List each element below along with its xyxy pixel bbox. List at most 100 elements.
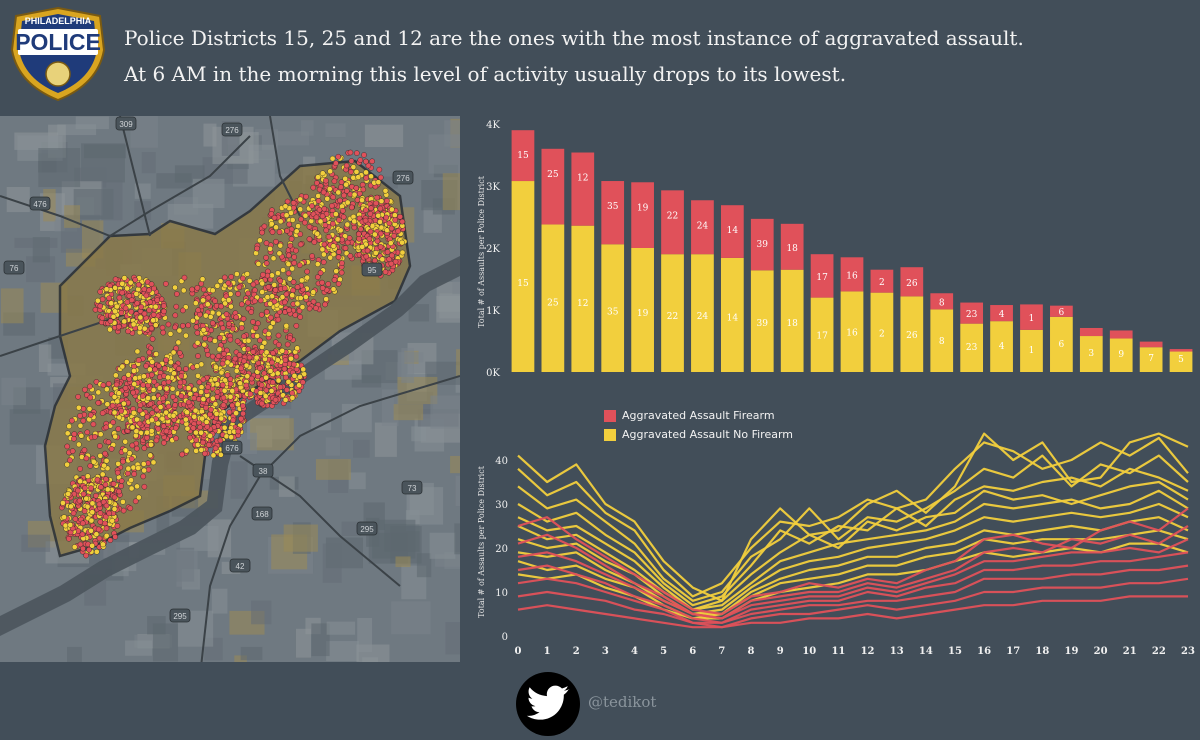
incident-dot <box>137 402 144 409</box>
incident-dot <box>114 469 121 476</box>
map-tract <box>295 628 312 658</box>
incident-dot <box>389 252 395 259</box>
incident-dot <box>119 280 126 287</box>
twitter-icon-circle[interactable] <box>516 672 580 736</box>
incident-dot <box>257 365 263 372</box>
incident-dot <box>193 437 200 443</box>
incident-dot <box>374 194 380 201</box>
incident-dot <box>176 327 183 334</box>
philadelphia-assault-map[interactable]: 309 276 476 276 95 76 676 38 73 168 295 42 295 <box>0 116 460 662</box>
incident-dot <box>64 461 70 468</box>
line-series-no-firearm <box>517 467 1189 607</box>
incident-dot <box>342 175 349 182</box>
incident-dot <box>83 552 89 559</box>
incident-dot <box>191 395 197 401</box>
incident-dot <box>299 304 306 310</box>
headline-line-2: At 6 AM in the morning this level of act… <box>124 62 847 86</box>
incident-dot <box>155 420 161 427</box>
incident-dot <box>324 195 331 202</box>
map-tract <box>395 556 411 568</box>
incident-dot <box>94 476 101 483</box>
incident-dot <box>363 253 370 260</box>
incident-dot <box>254 245 260 252</box>
incident-dot <box>364 247 371 254</box>
route-shield-label: 76 <box>10 264 19 273</box>
line-series-firearm <box>517 595 1188 629</box>
incident-dot <box>153 437 160 444</box>
incident-dot <box>353 169 360 175</box>
incident-dot <box>321 206 328 212</box>
incident-dot <box>375 212 382 219</box>
bar-label-firearm: 15 <box>517 151 529 161</box>
incident-dot <box>350 164 357 170</box>
incident-dot <box>135 281 142 288</box>
incident-dot <box>342 245 349 251</box>
incident-dot <box>137 324 143 331</box>
incident-dot <box>275 316 282 323</box>
incident-dot <box>111 394 118 400</box>
incident-dot <box>232 355 239 362</box>
incident-dot <box>227 393 234 400</box>
legend-swatch-firearm <box>604 409 616 422</box>
line-x-tick-label: 20 <box>1094 646 1108 657</box>
bar-label-firearm: 18 <box>786 244 798 254</box>
incident-dot <box>330 194 336 200</box>
incident-dot <box>330 286 337 292</box>
bar-segment-firearm <box>631 182 654 248</box>
incident-dot <box>303 294 309 300</box>
route-shield-label: 42 <box>236 562 245 571</box>
incident-dot <box>258 400 265 407</box>
incident-dot <box>185 385 192 391</box>
incident-dot <box>149 417 155 423</box>
line-x-tick-label: 22 <box>1152 646 1166 657</box>
incident-dot <box>284 387 290 393</box>
incident-dot <box>291 373 298 379</box>
incident-dot <box>397 213 403 220</box>
incident-dot <box>285 379 292 385</box>
incident-dot <box>360 186 367 193</box>
incident-dot <box>128 309 135 315</box>
incident-dot <box>181 274 188 281</box>
line-x-tick-label: 1 <box>544 646 551 657</box>
incident-dot <box>83 455 90 462</box>
incident-dot <box>245 299 251 306</box>
incident-dot <box>319 213 326 220</box>
incident-dot <box>295 223 301 229</box>
incident-dot <box>274 370 281 377</box>
incident-dot <box>212 338 218 344</box>
incident-dot <box>185 322 191 329</box>
map-tract <box>0 288 24 324</box>
route-shield-label: 295 <box>360 525 374 534</box>
legend-item-firearm[interactable]: Aggravated Assault Firearm <box>604 406 793 425</box>
incident-dot <box>165 374 171 381</box>
incident-dot <box>203 419 210 425</box>
map-tract <box>325 437 341 456</box>
incident-dot <box>178 393 185 399</box>
incident-dot <box>69 417 75 424</box>
incident-dot <box>195 307 202 314</box>
incident-dot <box>95 297 101 304</box>
incident-dot <box>276 250 283 257</box>
incident-dot <box>350 174 357 181</box>
incident-dot <box>205 352 211 358</box>
incident-dot <box>106 295 112 302</box>
incident-dot <box>194 285 201 291</box>
map-tract <box>315 459 351 480</box>
incident-dot <box>150 311 157 318</box>
bar-label-no-firearm: 1 <box>1029 346 1035 356</box>
incident-dot <box>355 231 362 237</box>
incident-dot <box>103 286 110 292</box>
bar-segment-firearm <box>571 152 595 226</box>
incident-dot <box>322 222 329 228</box>
incident-dot <box>170 349 177 356</box>
incident-dot <box>220 394 227 401</box>
incident-dot <box>219 382 226 388</box>
twitter-handle[interactable]: @tedikot <box>588 693 657 711</box>
incident-dot <box>136 329 143 336</box>
incident-dot <box>306 305 313 312</box>
map-tract <box>101 180 123 221</box>
incident-dot <box>141 286 148 293</box>
incident-dot <box>268 211 275 217</box>
incident-dot <box>269 229 276 235</box>
incident-dot <box>335 281 342 287</box>
